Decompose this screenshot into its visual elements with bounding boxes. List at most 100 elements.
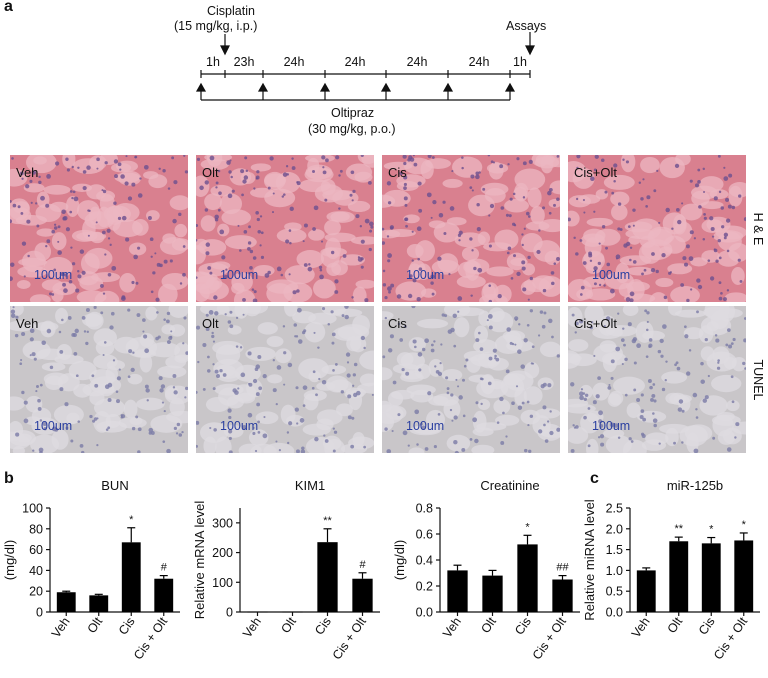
y-tick-label: 60 [29, 543, 43, 557]
bar [482, 575, 503, 612]
he-image-cis-olt: Cis+Olt 100um [568, 155, 746, 302]
chart-title: miR-125b [667, 478, 723, 493]
tile-label: Cis [388, 316, 407, 331]
x-tick-label: Cis [696, 615, 718, 638]
x-tick-label: Cis [312, 615, 334, 638]
y-tick-label: 0.4 [416, 554, 433, 568]
bar [447, 570, 468, 612]
scale-bar-label: 100um [34, 268, 73, 282]
y-tick-label: 100 [22, 502, 43, 516]
cisplatin-dose: (15 mg/kg, i.p.) [174, 19, 258, 33]
bar [154, 578, 174, 612]
y-tick-label: 0 [36, 606, 43, 620]
bar [669, 541, 689, 612]
y-tick-label: 0.0 [606, 606, 623, 620]
y-tick-label: 100 [212, 576, 233, 590]
interval-label-3: 24h [284, 55, 305, 69]
y-tick-label: 0.0 [416, 606, 433, 620]
bar [734, 540, 754, 612]
scale-bar-label: 100um [592, 419, 631, 433]
tile-label: Veh [16, 316, 39, 331]
cisplatin-label: Cisplatin [207, 4, 255, 18]
y-tick-label: 1.0 [606, 564, 623, 578]
bar [89, 595, 109, 612]
tunel-image-cis: Cis 100um [382, 306, 560, 453]
x-tick-label: Olt [85, 614, 106, 636]
significance-marker: ## [556, 562, 569, 574]
bar [121, 542, 141, 612]
chart-mir125b: miR-125b Relative miRNA level 0.0 0.5 1.0 1.5… [582, 478, 760, 662]
y-axis-label: (mg/dl) [392, 540, 407, 580]
row-label-tunel: TUNEL [751, 359, 765, 401]
y-tick-label: 0 [226, 606, 233, 620]
bar [552, 579, 573, 612]
timeline-graphic: 1h 23h 24h 24h 24h 24h 1h [195, 32, 535, 101]
scale-bar-label: 100um [406, 419, 445, 433]
scale-bar-label: 100um [592, 268, 631, 282]
scale-bar-label: 100um [220, 419, 259, 433]
y-tick-label: 2.0 [606, 522, 623, 536]
he-image-olt: Olt 100um [196, 155, 374, 302]
x-tick-label: Veh [49, 615, 73, 641]
x-tick-label: Olt [278, 614, 299, 636]
bar [317, 542, 338, 612]
tile-label: Cis [388, 165, 407, 180]
y-tick-label: 2.5 [606, 502, 623, 516]
x-tick-label: Olt [478, 614, 499, 636]
y-axis-label: Relative mRNA level [192, 501, 207, 620]
y-tick-label: 0.5 [606, 585, 623, 599]
y-tick-label: 1.5 [606, 543, 623, 557]
y-tick-label: 0.2 [416, 580, 433, 594]
significance-marker: ** [674, 523, 683, 535]
panel-label-a: a [4, 0, 13, 15]
x-tick-label: Olt [665, 614, 686, 636]
y-axis-label: (mg/dl) [2, 540, 17, 580]
tunel-image-olt: Olt 100um [196, 306, 374, 453]
y-tick-label: 300 [212, 516, 233, 530]
chart-kim1: KIM1 Relative mRNA level 0 100 200 300 Veh Olt *… [192, 478, 380, 662]
y-axis-label: Relative miRNA level [582, 499, 597, 620]
he-image-cis: Cis 100um [382, 155, 560, 302]
panel-label-c: c [590, 470, 599, 487]
significance-marker: # [161, 562, 168, 574]
interval-label-7: 1h [513, 55, 527, 69]
oltipraz-label: Oltipraz [331, 106, 375, 120]
significance-marker: * [129, 514, 134, 526]
significance-marker: * [742, 519, 747, 531]
interval-label-6: 24h [469, 55, 490, 69]
assays-label: Assays [506, 19, 547, 33]
chart-creatinine: Creatinine (mg/dl) 0.0 0.2 0.4 0.6 0.8 Veh Olt * C… [392, 478, 580, 662]
x-tick-label: Veh [240, 615, 264, 641]
bar [517, 544, 538, 612]
interval-label-5: 24h [407, 55, 428, 69]
interval-label-4: 24h [345, 55, 366, 69]
tile-label: Olt [202, 165, 219, 180]
y-tick-label: 80 [29, 522, 43, 536]
row-label-he: H & E [751, 212, 765, 246]
chart-bun: BUN (mg/dl) 0 20 40 60 80 100 Veh Olt * Cis # Cis + O… [2, 478, 180, 662]
x-tick-label: Cis [116, 615, 138, 638]
y-tick-label: 0.8 [416, 502, 433, 516]
significance-marker: * [525, 521, 530, 533]
tile-label: Veh [16, 165, 39, 180]
chart-title: KIM1 [295, 478, 325, 493]
x-tick-label: Cis + Olt [530, 614, 569, 662]
interval-label-1: 1h [206, 55, 220, 69]
tunel-image-cis-olt: Cis+Olt 100um [568, 306, 746, 453]
y-tick-label: 20 [29, 585, 43, 599]
bar [56, 592, 76, 612]
x-tick-label: Cis + Olt [131, 614, 170, 662]
oltipraz-dose: (30 mg/kg, p.o.) [308, 122, 396, 136]
y-tick-label: 40 [29, 564, 43, 578]
scale-bar-label: 100um [34, 419, 73, 433]
significance-marker: # [359, 559, 366, 571]
tile-label: Cis+Olt [574, 165, 617, 180]
tile-label: Cis+Olt [574, 316, 617, 331]
y-tick-label: 200 [212, 546, 233, 560]
tunel-image-veh: Veh 100um [10, 306, 188, 453]
bar [636, 570, 656, 612]
chart-title: Creatinine [480, 478, 539, 493]
x-tick-label: Veh [629, 615, 653, 641]
significance-marker: ** [323, 515, 332, 527]
dosing-timeline: Cisplatin (15 mg/kg, i.p.) Assays Oltipr… [0, 0, 768, 150]
